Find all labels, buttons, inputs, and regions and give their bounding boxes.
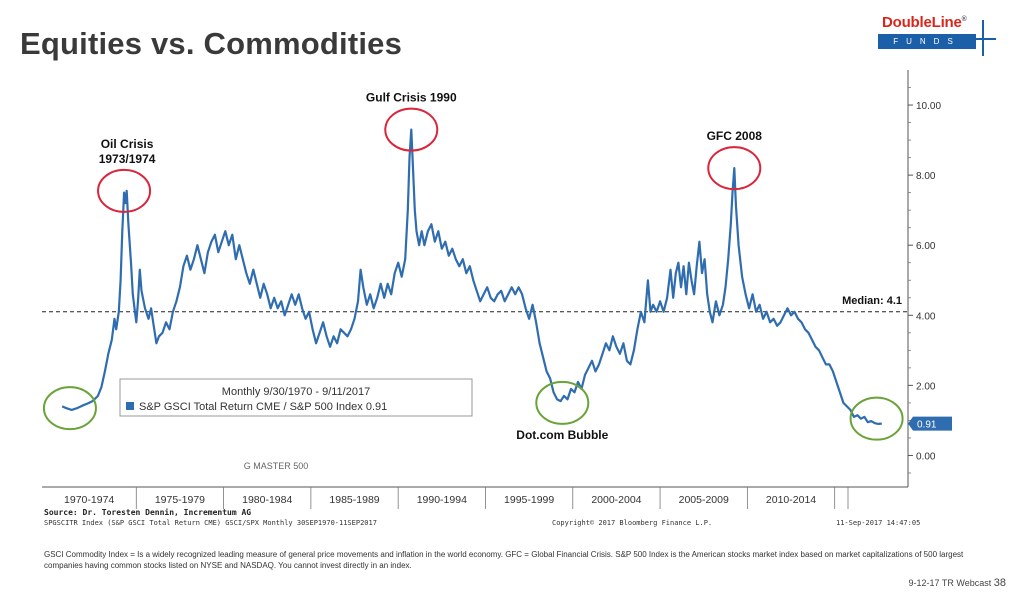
y-tick-label: 10.00 [916,101,941,112]
legend-series-label: S&P GSCI Total Return CME / S&P 500 Inde… [139,401,387,413]
page-label: 9-12-17 TR Webcast [908,578,992,588]
red-highlight-circle [707,146,762,191]
y-tick-label: 8.00 [916,171,936,182]
y-tick-label: 0.00 [916,451,936,462]
y-tick-label: 6.00 [916,241,936,252]
page-footer: 9-12-17 TR Webcast 38 [909,577,1006,589]
logo-registered-mark: ® [961,16,967,23]
x-tick-label: 1980-1984 [242,494,292,506]
logo-sub-bar: FUNDS [878,34,976,49]
logo-text: DoubleLine [882,14,962,31]
annotation-label: GFC 2008 [707,129,763,143]
series-line [61,128,882,425]
watermark-text: G MASTER 500 [244,461,309,471]
legend-box [119,378,473,417]
legend-title: Monthly 9/30/1970 - 9/11/2017 [222,386,370,398]
legend-swatch [126,402,134,410]
median-label: Median: 4.1 [842,295,902,307]
x-tick-label: 1990-1994 [417,494,467,506]
ratio-line-chart: 0.00 2.00 4.00 6.00 8.00 10.00 1970-1974 1975-1… [42,70,952,509]
y-tick-label: 2.00 [916,381,936,392]
annotation-label: Dot.com Bubble [516,428,608,442]
source-index-line: SPGSCITR Index (S&P GSCI Total Return CM… [44,519,377,527]
red-highlight-circle [384,107,439,152]
last-value-label: 0.91 [917,420,937,431]
x-tick-label: 1970-1974 [64,494,114,506]
footnote: GSCI Commodity Index = Is a widely recog… [44,550,964,570]
green-highlight-circle [535,380,590,425]
green-highlight-circle [849,396,904,441]
annotation-label: Gulf Crisis 1990 [366,91,457,105]
red-highlight-circle [97,168,152,213]
y-tick-label: 4.00 [916,311,936,322]
x-tick-label: 2010-2014 [766,494,816,506]
source-timestamp: 11-Sep-2017 14:47:05 [836,519,921,527]
x-tick-label: 2005-2009 [679,494,729,506]
source-copyright: Copyright© 2017 Bloomberg Finance L.P. [552,519,713,527]
page-number: 38 [993,577,1006,589]
source-credit: Source: Dr. Toresten Dennin, Incrementum… [44,508,252,517]
green-highlight-circle [42,386,97,431]
x-tick-label: 1985-1989 [329,494,379,506]
x-tick-label: 1995-1999 [504,494,554,506]
doubleline-logo: DoubleLine® FUNDS [878,14,996,56]
page-title: Equities vs. Commodities [20,26,403,61]
x-tick-label: 1975-1979 [155,494,205,506]
x-tick-label: 2000-2004 [591,494,641,506]
annotation-label: 1973/1974 [99,152,156,166]
annotation-label: Oil Crisis [101,137,154,151]
last-value-tag [908,416,952,431]
